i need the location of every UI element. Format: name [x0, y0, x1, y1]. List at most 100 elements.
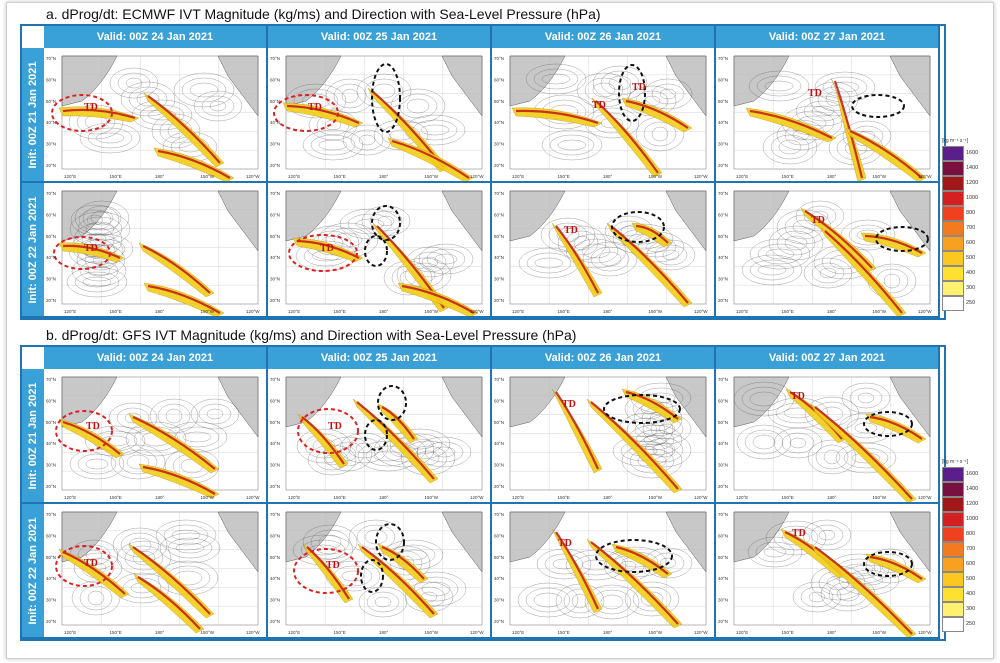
asia-landmass: [61, 376, 118, 428]
ivt-core: [869, 555, 923, 580]
lon-tick-label: 150°E: [782, 630, 794, 635]
lat-tick-label: 40°N: [718, 255, 728, 260]
lon-tick-label: 180°: [379, 309, 389, 314]
asia-landmass: [509, 376, 566, 428]
ivt-map-panel: TD 70°N 60°N 50°N 40°N 30°N 20°N 120°E 150°E 180°…: [268, 48, 492, 183]
colorbar-swatch: [942, 587, 964, 602]
ivt-plume: [138, 463, 220, 499]
lat-tick-label: 70°N: [718, 512, 728, 517]
section-a-title: a. dProg/dt: ECMWF IVT Magnitude (kg/ms)…: [46, 6, 601, 22]
north-america-landmass: [217, 511, 259, 573]
lat-tick-label: 40°N: [494, 576, 504, 581]
lat-tick-label: 30°N: [46, 277, 56, 282]
asia-landmass: [733, 55, 790, 107]
red-highlight-ellipse: [293, 548, 359, 594]
lat-tick-label: 30°N: [718, 598, 728, 603]
ivt-core: [381, 545, 425, 580]
lon-tick-label: 150°W: [201, 309, 215, 314]
lat-tick-label: 50°N: [46, 555, 56, 560]
ivt-plume: [397, 282, 479, 316]
lat-tick-label: 50°N: [718, 99, 728, 104]
lat-tick-label: 70°N: [494, 56, 504, 61]
red-highlight-ellipse: [297, 408, 359, 454]
ivt-core: [381, 406, 415, 440]
lat-tick-label: 40°N: [270, 576, 280, 581]
lat-tick-label: 50°N: [494, 234, 504, 239]
ivt-plume: [133, 573, 205, 634]
storm-label: TD: [792, 528, 806, 539]
colorbar-level-label: 500: [966, 576, 976, 582]
ivt-core: [132, 415, 216, 470]
lat-tick-label: 60°N: [494, 533, 504, 538]
lon-tick-label: 120°W: [246, 630, 260, 635]
colorbar-level-label: 250: [966, 300, 976, 306]
colorbar-level-label: 400: [966, 270, 976, 276]
lon-tick-label: 120°E: [736, 309, 748, 314]
ivt-plume: [377, 543, 429, 584]
storm-label: TD: [562, 399, 576, 410]
lat-tick-label: 40°N: [46, 441, 56, 446]
ivt-plume: [865, 553, 927, 584]
lat-tick-label: 60°N: [46, 533, 56, 538]
black-highlight-ellipse: [863, 411, 913, 437]
black-highlight-ellipse: [603, 394, 681, 424]
lon-tick-label: 180°: [379, 495, 389, 500]
lon-tick-label: 150°E: [782, 309, 794, 314]
lat-tick-label: 40°N: [494, 120, 504, 125]
storm-label: TD: [791, 391, 805, 402]
lat-tick-label: 20°N: [718, 619, 728, 624]
lon-tick-label: 120°E: [512, 174, 524, 179]
lat-tick-label: 30°N: [494, 142, 504, 147]
ivt-core: [804, 210, 873, 269]
lon-tick-label: 180°: [379, 174, 389, 179]
ivt-plume: [143, 282, 225, 316]
ivt-map-panel: TD 70°N 60°N 50°N 40°N 30°N 20°N 120°E 150°E 180°…: [716, 183, 940, 318]
lon-tick-label: 120°W: [694, 174, 708, 179]
colorbar-swatch: [942, 602, 964, 617]
black-highlight-ellipse: [618, 64, 646, 122]
init-time-text: Init: 00Z 22 Jan 2021: [27, 517, 39, 624]
colorbar-level-label: 500: [966, 255, 976, 261]
colorbar-swatch: [942, 176, 964, 191]
north-america-landmass: [665, 376, 707, 438]
ivt-map-panel: TD 70°N 60°N 50°N 40°N 30°N 20°N 120°E 150°E 180°…: [268, 369, 492, 504]
lat-tick-label: 20°N: [270, 163, 280, 168]
ivt-core: [615, 545, 669, 575]
colorbar-level-label: 1600: [966, 150, 979, 156]
lon-tick-label: 150°E: [334, 174, 346, 179]
lon-tick-label: 120°E: [512, 630, 524, 635]
north-america-landmass: [889, 190, 931, 252]
black-highlight-ellipse: [364, 419, 388, 451]
ivt-plume: [58, 418, 125, 459]
north-america-landmass: [217, 55, 259, 117]
init-time-label: Init: 00Z 21 Jan 2021: [22, 369, 44, 504]
lat-tick-label: 60°N: [270, 533, 280, 538]
ivt-plume: [606, 222, 693, 308]
init-time-text: Init: 00Z 21 Jan 2021: [27, 382, 39, 489]
lon-tick-label: 150°E: [558, 309, 570, 314]
lon-tick-label: 120°E: [64, 174, 76, 179]
lon-tick-label: 150°W: [425, 309, 439, 314]
lat-tick-label: 30°N: [718, 463, 728, 468]
lat-tick-label: 30°N: [494, 598, 504, 603]
storm-label: TD: [632, 82, 646, 93]
lat-tick-label: 40°N: [494, 255, 504, 260]
lat-tick-label: 50°N: [46, 99, 56, 104]
gfs-panel-grid: Valid: 00Z 24 Jan 2021 Valid: 00Z 25 Jan …: [20, 345, 946, 641]
colorbar-unit: [kg m⁻¹ s⁻¹]: [942, 459, 969, 465]
lat-tick-label: 30°N: [718, 277, 728, 282]
grid-corner: [22, 347, 44, 369]
lon-tick-label: 150°E: [110, 495, 122, 500]
red-highlight-ellipse: [53, 236, 111, 270]
colorbar-unit: [kg m⁻¹ s⁻¹]: [942, 138, 969, 144]
ivt-core: [749, 109, 833, 139]
lat-tick-label: 70°N: [270, 191, 280, 196]
lat-tick-label: 70°N: [270, 512, 280, 517]
lat-tick-label: 50°N: [270, 234, 280, 239]
lon-tick-label: 120°W: [694, 495, 708, 500]
valid-time-header: Valid: 00Z 26 Jan 2021: [492, 26, 716, 48]
valid-time-header: Valid: 00Z 27 Jan 2021: [716, 26, 940, 48]
ivt-core: [142, 465, 216, 495]
ivt-map-panel: TD 70°N 60°N 50°N 40°N 30°N 20°N 120°E 150°E 180°…: [44, 504, 268, 639]
lon-tick-label: 120°E: [64, 495, 76, 500]
